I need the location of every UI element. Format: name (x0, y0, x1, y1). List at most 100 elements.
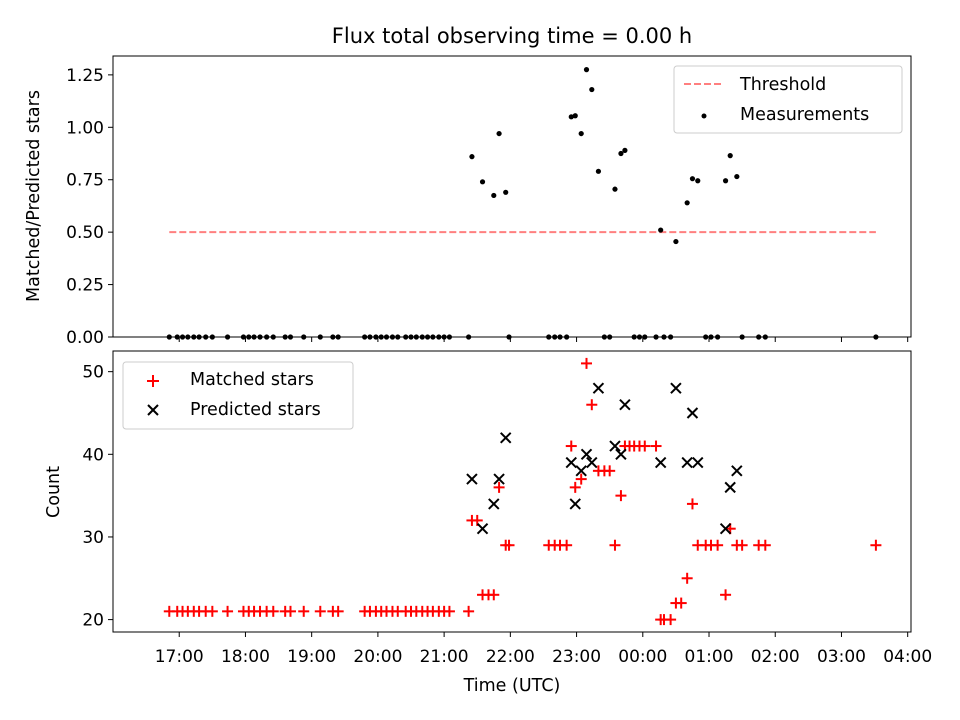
x-tick-label: 22:00 (486, 647, 535, 667)
predicted-star-point (724, 481, 736, 494)
measurement-point (479, 179, 486, 185)
matched-star-point (615, 490, 627, 502)
x-tick-label: 20:00 (353, 647, 402, 667)
matched-star-point (681, 572, 693, 584)
bottom-y-tick-label: 30 (82, 528, 104, 548)
measurement-point (568, 114, 574, 120)
predicted-star-point (580, 448, 593, 461)
x-tick-label: 02:00 (751, 647, 800, 667)
measurement-point (622, 147, 628, 153)
matched-star-point (736, 539, 748, 551)
top-y-tick-label: 0.75 (66, 171, 104, 191)
legend-matched-swatch (147, 375, 159, 387)
matched-star-point (586, 399, 598, 411)
bottom-legend: Matched stars Predicted stars (122, 361, 354, 430)
measurement-point (589, 86, 595, 93)
top-y-tick-label: 1.00 (66, 118, 104, 138)
top-y-tick-label: 1.25 (66, 66, 104, 86)
matched-star-point (639, 440, 651, 452)
top-y-tick-label: 0.00 (66, 328, 104, 348)
measurement-point (618, 150, 624, 157)
matched-star-point (463, 605, 475, 617)
matched-star-point (604, 465, 616, 477)
measurement-point (673, 238, 679, 245)
matched-star-point (665, 614, 677, 626)
x-tick-label: 23:00 (552, 647, 601, 667)
matched-star-point (720, 589, 732, 601)
matched-star-point (332, 605, 344, 617)
predicted-star-point (493, 473, 505, 485)
matched-star-point (650, 440, 662, 452)
measurement-point (612, 186, 618, 192)
matched-star-point (222, 605, 234, 617)
legend-measurements-label: Measurements (740, 105, 869, 125)
count-panel: 20 30 40 50 17:00 18:00 19:00 20:00 21:00 22:00 2… (44, 350, 932, 696)
matched-star-point (314, 605, 326, 617)
predicted-star-point (476, 522, 489, 535)
x-tick-label: 17:00 (155, 647, 204, 667)
matched-star-point (443, 605, 455, 617)
predicted-star-point (692, 456, 704, 469)
predicted-star-point (466, 473, 478, 485)
legend-matched-label: Matched stars (190, 370, 314, 390)
matched-star-point (561, 539, 573, 551)
top-legend-box (673, 65, 903, 134)
legend-measurements-swatch (701, 113, 707, 119)
matched-star-point (609, 539, 621, 551)
matched-star-point (581, 357, 593, 369)
predicted-star-point (619, 399, 631, 411)
measurement-point (496, 130, 502, 137)
x-tick-label: 18:00 (221, 647, 270, 667)
top-legend: Threshold Measurements (673, 65, 903, 134)
matched-star-point (759, 539, 771, 551)
predicted-star-point (609, 440, 621, 452)
top-y-axis-label: Matched/Predicted stars (24, 90, 44, 302)
predicted-star-point (654, 456, 667, 469)
measurement-point (583, 67, 590, 73)
matched-star-point (488, 589, 500, 601)
top-y-tick-label: 0.50 (66, 223, 104, 243)
bottom-y-tick-label: 20 (82, 611, 104, 631)
predicted-star-point (575, 465, 587, 477)
predicted-star-point (500, 432, 512, 444)
x-tick-label: 00:00 (618, 647, 667, 667)
bottom-axes-frame (112, 350, 912, 633)
predicted-star-point (686, 407, 699, 419)
measurement-point (658, 227, 664, 233)
measurement-point (684, 200, 690, 206)
predicted-star-point (592, 382, 605, 394)
matched-star-point (493, 481, 505, 493)
matched-star-point (298, 605, 310, 617)
matched-star-point (503, 539, 515, 551)
bottom-legend-box (122, 361, 354, 430)
bottom-y-tick-label: 50 (82, 363, 104, 383)
measurement-point (503, 189, 509, 195)
matched-star-point (267, 605, 279, 617)
measurement-point (727, 153, 733, 159)
measurement-point (469, 154, 475, 160)
measurement-point (572, 113, 578, 119)
matched-star-point (284, 605, 296, 617)
x-tick-label: 03:00 (817, 647, 866, 667)
measurement-point (578, 130, 584, 137)
measurement-point (689, 176, 696, 182)
measurement-point (491, 192, 497, 199)
ratio-panel: Flux total observing time = 0.00 h 0.00 0… (24, 24, 912, 348)
chart-title: Flux total observing time = 0.00 h (332, 24, 692, 48)
predicted-star-point (681, 456, 693, 469)
x-tick-label: 19:00 (287, 647, 336, 667)
predicted-star-point (586, 456, 598, 469)
x-tick-label: 04:00 (883, 647, 932, 667)
predicted-star-point (670, 382, 682, 394)
legend-predicted-swatch (147, 404, 159, 416)
bottom-y-tick-label: 40 (82, 445, 104, 465)
predicted-star-point (615, 448, 627, 461)
matched-star-point (686, 498, 698, 510)
matched-star-point (206, 605, 218, 617)
matched-star-point (712, 539, 724, 551)
x-tick-label: 01:00 (685, 647, 734, 667)
legend-threshold-label: Threshold (739, 75, 826, 95)
top-axes-frame (112, 55, 912, 338)
matched-star-point (569, 481, 581, 493)
